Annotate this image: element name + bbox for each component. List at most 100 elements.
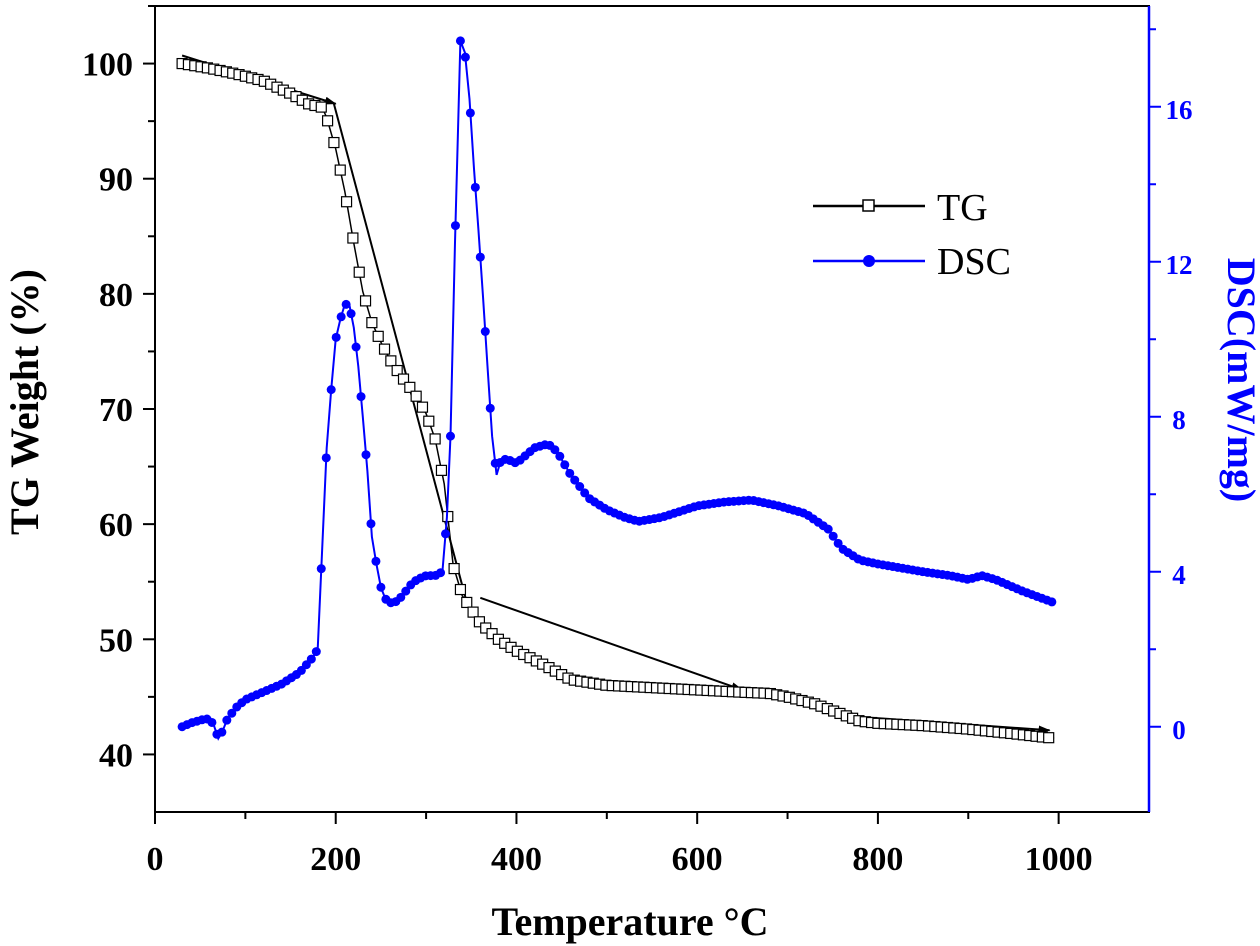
dsc-point [470, 182, 480, 192]
dsc-point [441, 529, 451, 539]
dsc-point [366, 519, 376, 529]
dsc-point [356, 392, 366, 402]
dsc-point [326, 385, 336, 395]
legend-marker-dsc [863, 255, 875, 267]
dsc-point [361, 450, 371, 460]
tg-point [328, 136, 340, 149]
dsc-point [321, 453, 331, 463]
tg-point [315, 101, 327, 113]
dsc-point [455, 36, 465, 46]
tg-point [416, 401, 429, 413]
tg-line [181, 62, 1055, 740]
dsc-point [475, 252, 485, 262]
tg-point [486, 628, 498, 640]
x-tick-label: 1000 [1025, 841, 1093, 878]
right-tick-label: 8 [1172, 405, 1186, 435]
dsc-point [833, 538, 843, 548]
tg-point [378, 343, 391, 355]
x-tick-label: 600 [672, 841, 723, 878]
dsc-point [336, 312, 346, 322]
left-tick-label: 60 [99, 507, 133, 544]
dsc-point [450, 221, 460, 231]
dsc-point [341, 299, 351, 309]
dsc-point [306, 654, 316, 664]
x-tick-label: 200 [310, 841, 361, 878]
dsc-point [575, 482, 585, 491]
tg-point [467, 606, 479, 618]
right-tick-label: 4 [1172, 560, 1186, 590]
dsc-point [565, 468, 575, 478]
dsc-point [555, 451, 565, 461]
dsc-point [222, 715, 232, 725]
legend: TG DSC [813, 187, 1011, 283]
dsc-point [445, 431, 455, 441]
series-tg [176, 57, 1055, 744]
dsc-point [371, 556, 381, 566]
left-tick-label: 100 [82, 47, 133, 84]
tg-point [391, 364, 403, 377]
left-tick-label: 90 [99, 162, 133, 199]
dsc-point [376, 582, 386, 592]
tg-point [404, 381, 416, 393]
dsc-point [570, 475, 580, 485]
tg-point [372, 330, 384, 342]
tg-point [334, 164, 346, 176]
tg-point [366, 317, 378, 329]
dsc-point [550, 445, 560, 455]
dsc-point [217, 727, 227, 737]
left-tick-label: 40 [99, 737, 133, 774]
x-tick-label: 800 [852, 841, 903, 878]
tg-point [347, 232, 359, 244]
tg-point [423, 415, 435, 427]
dsc-line [181, 40, 1055, 741]
tg-point [340, 196, 353, 208]
left-axis-ticks: 40 50 60 70 80 90 100 [82, 5, 155, 774]
left-tick-label: 70 [99, 392, 133, 429]
legend-label-dsc: DSC [937, 241, 1011, 283]
tg-point [410, 390, 422, 402]
dsc-point [207, 717, 217, 727]
right-tick-label: 16 [1166, 95, 1193, 125]
tg-point [353, 266, 365, 278]
tg-point [435, 464, 448, 476]
tg-point [429, 433, 441, 445]
dsc-point [311, 647, 321, 657]
dsc-point [460, 52, 470, 62]
dsc-point [346, 309, 356, 319]
x-tick-label: 0 [147, 841, 164, 878]
dsc-point [485, 403, 495, 413]
dsc-point [480, 327, 490, 336]
right-tick-label: 12 [1166, 250, 1193, 280]
dsc-point [396, 592, 406, 602]
right-axis-ticks: 0 4 8 12 16 [1149, 28, 1193, 745]
trend-arrows [181, 54, 1051, 734]
dsc-point [436, 568, 446, 578]
dsc-point [823, 524, 833, 534]
right-axis-title: DSC(mW/mg) [1219, 258, 1260, 502]
dsc-point [351, 342, 361, 352]
dsc-point [316, 564, 326, 574]
dsc-point [560, 460, 570, 470]
dsc-point [1047, 597, 1057, 607]
tg-point [359, 295, 372, 307]
tg-point [1043, 732, 1055, 744]
left-tick-label: 80 [99, 277, 133, 314]
trend-arrow [479, 596, 744, 691]
legend-marker-tg [862, 199, 875, 212]
tg-point [454, 583, 467, 596]
right-tick-label: 0 [1172, 715, 1186, 745]
dsc-point [227, 708, 237, 718]
left-tick-label: 50 [99, 622, 133, 659]
x-axis-ticks: 0 200 400 600 800 1000 [147, 812, 1093, 878]
tg-point [397, 373, 410, 385]
legend-label-tg: TG [937, 187, 988, 229]
dsc-point [828, 531, 838, 541]
series-dsc [177, 36, 1057, 741]
x-tick-label: 400 [491, 841, 542, 878]
x-axis-title: Temperature °C [491, 899, 768, 944]
tg-point [461, 596, 473, 609]
dsc-point [465, 108, 475, 118]
tg-point [385, 355, 397, 367]
